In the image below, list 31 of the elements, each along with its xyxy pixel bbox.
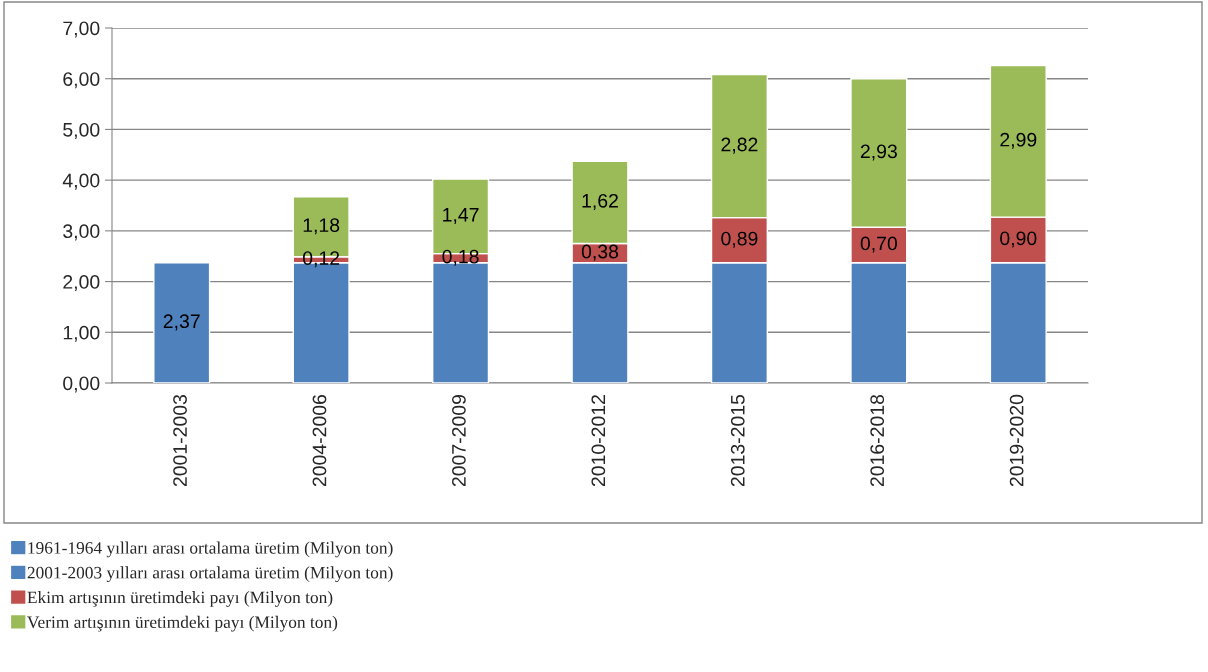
- data-label: 0,38: [581, 244, 619, 261]
- data-label: 0,70: [860, 236, 898, 253]
- legend-label: Ekim artışının üretimdeki payı (Milyon ton): [27, 591, 333, 607]
- x-tick-label: 2013-2015: [730, 394, 745, 487]
- data-label: 1,62: [582, 193, 618, 210]
- data-label: 2,99: [1000, 132, 1037, 149]
- data-label: 2,93: [860, 144, 897, 161]
- data-label: 2,82: [721, 137, 758, 154]
- legend-label: Verim artışının üretimdeki payı (Milyon ton): [27, 615, 338, 632]
- x-tick-label: 2016-2018: [870, 394, 885, 487]
- y-tick-label: 1,00: [63, 325, 100, 342]
- y-tick-label: 5,00: [63, 122, 100, 139]
- y-tick-label: 4,00: [62, 173, 100, 190]
- x-tick-label: 2001-2003: [173, 394, 187, 487]
- legend-label: 2001-2003 yılları arası ortalama üretim (Milyon ton): [27, 566, 393, 583]
- data-label: 0,89: [721, 231, 758, 248]
- x-tick-label: 2019-2020: [1009, 394, 1024, 487]
- x-tick-label: 2010-2012: [591, 395, 606, 487]
- y-tick-label: 6,00: [63, 72, 100, 89]
- y-tick-label: 2,00: [63, 275, 100, 292]
- data-label: 1,47: [443, 208, 479, 224]
- data-label: 1,18: [303, 218, 340, 235]
- y-tick-label: 0,00: [63, 376, 100, 393]
- x-tick-label: 2007-2009: [452, 395, 466, 487]
- x-tick-label: 2004-2006: [312, 394, 327, 487]
- bar: [153, 262, 211, 383]
- y-tick-label: 3,00: [63, 224, 100, 241]
- y-tick-label: 7,00: [63, 21, 100, 38]
- legend-label: 1961-1964 yılları arası ortalama üretim (Milyon ton): [28, 541, 393, 558]
- data-label: 2,37: [163, 314, 200, 331]
- data-label: 0,90: [1000, 231, 1037, 248]
